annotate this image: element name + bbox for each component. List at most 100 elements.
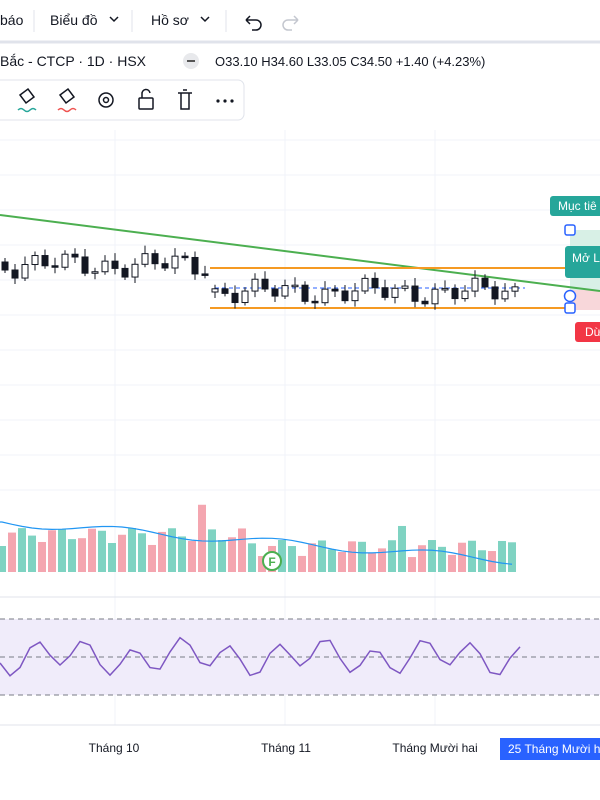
lock-button[interactable] bbox=[138, 97, 154, 110]
candle-body bbox=[101, 260, 109, 273]
low: L33.05 bbox=[307, 54, 347, 69]
volume-bar bbox=[138, 533, 146, 572]
candle-body bbox=[181, 255, 189, 259]
line-color-button[interactable] bbox=[58, 87, 76, 105]
candle-body bbox=[511, 286, 519, 292]
candle-body bbox=[51, 265, 59, 268]
volume-bar bbox=[508, 542, 516, 572]
ohlc-legend: O33.10 H34.60 L33.05 C34.50 +1.40 (+4.23… bbox=[215, 54, 485, 69]
handle[interactable] bbox=[563, 289, 577, 303]
volume-bar bbox=[348, 541, 356, 572]
delete-button[interactable] bbox=[178, 89, 192, 110]
stop-tag bbox=[575, 322, 600, 342]
volume-bar bbox=[378, 548, 386, 572]
candle-body bbox=[341, 290, 349, 302]
target-label: Mục tiê bbox=[558, 199, 597, 213]
time-label: Tháng 10 bbox=[89, 741, 140, 755]
crosshair-time bbox=[500, 738, 600, 760]
candle-body bbox=[321, 288, 329, 304]
candle-body bbox=[61, 253, 69, 268]
handle[interactable] bbox=[564, 224, 576, 236]
volume-bar bbox=[98, 530, 106, 572]
undo-button[interactable] bbox=[245, 15, 262, 31]
volume-bar bbox=[438, 546, 446, 572]
menu-alerts[interactable]: báo bbox=[0, 12, 24, 28]
volume-bar bbox=[8, 532, 16, 572]
entry-label: Mở L bbox=[572, 251, 600, 265]
close: C34.50 bbox=[350, 54, 392, 69]
candle-body bbox=[481, 277, 489, 288]
rsi-line bbox=[0, 636, 521, 677]
candle-body bbox=[31, 255, 39, 266]
volume-bar bbox=[148, 544, 156, 572]
menu-charts[interactable]: Biểu đồ bbox=[50, 12, 98, 28]
candle-body bbox=[111, 260, 119, 269]
volume-bar bbox=[308, 543, 316, 572]
candle-body bbox=[261, 278, 269, 290]
volume-bar bbox=[288, 546, 296, 572]
open: O33.10 bbox=[215, 54, 258, 69]
volume-bar bbox=[188, 540, 196, 572]
candle-body bbox=[71, 253, 79, 258]
more-button[interactable] bbox=[216, 99, 234, 103]
fill-color-button[interactable] bbox=[18, 87, 36, 105]
volume-bar bbox=[298, 555, 306, 572]
candle-body bbox=[131, 263, 139, 278]
settings-button[interactable] bbox=[98, 92, 114, 108]
candle-body bbox=[491, 286, 499, 300]
volume-bar bbox=[448, 554, 456, 572]
candle-body bbox=[501, 290, 509, 300]
time-label: Tháng 11 bbox=[261, 741, 311, 755]
entry-tag bbox=[565, 246, 600, 278]
volume-bar bbox=[278, 540, 286, 572]
volume-bar bbox=[0, 546, 6, 572]
volume-bar bbox=[198, 504, 206, 572]
candle-body bbox=[241, 290, 249, 304]
candle-body bbox=[351, 290, 359, 302]
grid bbox=[0, 130, 600, 725]
candle-body bbox=[21, 264, 29, 279]
candle-body bbox=[361, 277, 369, 292]
candle-body bbox=[471, 277, 479, 292]
volume-bar bbox=[18, 528, 26, 572]
event-marker[interactable] bbox=[262, 551, 282, 571]
volume-bar bbox=[68, 539, 76, 572]
top-toolbar bbox=[0, 0, 600, 42]
candle-body bbox=[211, 288, 219, 293]
volume-bar bbox=[28, 535, 36, 572]
candle-body bbox=[381, 287, 389, 298]
candle-body bbox=[401, 285, 409, 289]
volume-bar bbox=[478, 550, 486, 572]
volume-bars bbox=[0, 504, 516, 572]
candle-body bbox=[311, 300, 319, 304]
trend-line bbox=[0, 214, 600, 292]
volume-bar bbox=[48, 530, 56, 572]
volume-bar bbox=[258, 556, 266, 572]
volume-ma bbox=[0, 521, 513, 565]
candle-body bbox=[271, 288, 279, 297]
volume-bar bbox=[118, 534, 126, 572]
candle-body bbox=[161, 263, 169, 269]
volume-bar bbox=[128, 528, 136, 572]
redo-button[interactable] bbox=[282, 15, 299, 31]
color-indicator bbox=[17, 107, 37, 113]
volume-bar bbox=[38, 541, 46, 572]
volume-bar bbox=[398, 525, 406, 572]
volume-bar bbox=[248, 543, 256, 572]
volume-bar bbox=[108, 543, 116, 572]
candle-body bbox=[371, 277, 379, 289]
candle-body bbox=[231, 292, 239, 304]
candle-body bbox=[291, 284, 299, 288]
volume-bar bbox=[58, 529, 66, 572]
volume-bar bbox=[428, 540, 436, 572]
event-marker-label: F bbox=[268, 555, 275, 569]
volume-bar bbox=[358, 541, 366, 572]
handle[interactable] bbox=[564, 302, 576, 314]
menu-profile[interactable]: Hồ sơ bbox=[151, 12, 189, 28]
crosshair-time-label: 25 Tháng Mười h bbox=[508, 742, 600, 756]
volume-bar bbox=[388, 540, 396, 572]
drawing-toolbar bbox=[0, 79, 245, 121]
volume-bar bbox=[458, 542, 466, 572]
